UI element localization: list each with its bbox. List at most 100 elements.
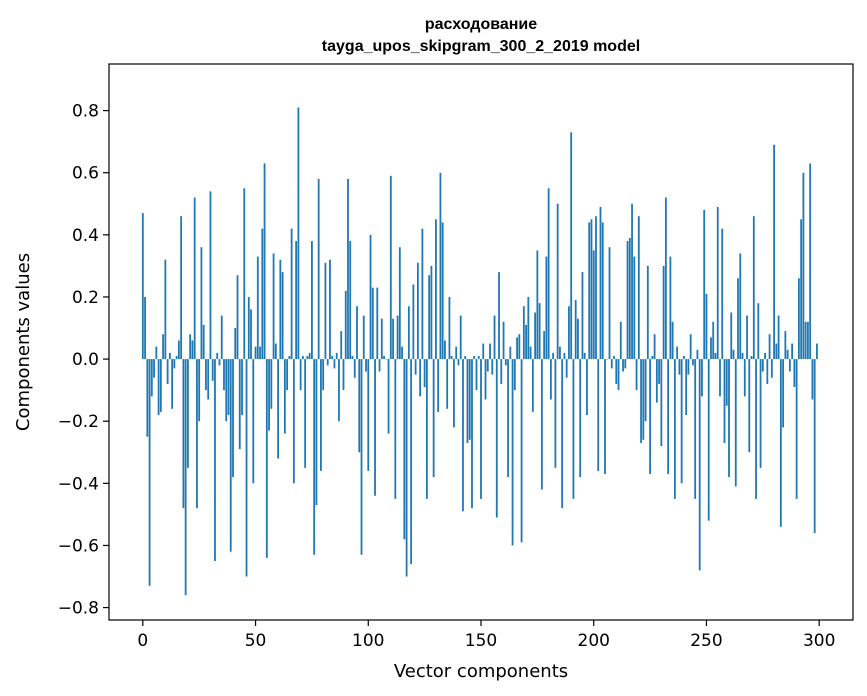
bar-119: [410, 359, 413, 565]
bar-243: [689, 334, 692, 360]
bar-159: [500, 359, 503, 384]
bar-248: [701, 359, 703, 397]
bar-109: [387, 359, 390, 434]
bar-47: [247, 296, 250, 360]
bar-220: [637, 216, 640, 360]
bar-192: [574, 300, 577, 360]
bar-164: [511, 359, 514, 546]
bar-223: [644, 359, 647, 422]
bar-40: [232, 359, 234, 478]
bar-123: [419, 359, 422, 397]
bar-26: [200, 247, 203, 360]
bar-275: [761, 359, 764, 372]
bar-50: [254, 346, 257, 360]
bar-299: [816, 343, 818, 360]
bar-269: [748, 359, 751, 453]
bar-296: [809, 163, 812, 360]
bar-224: [646, 265, 649, 360]
bar-292: [800, 219, 803, 360]
bar-161: [504, 359, 507, 366]
bar-214: [624, 359, 627, 369]
bar-190: [570, 132, 573, 360]
bar-102: [371, 287, 374, 360]
bar-2: [146, 359, 149, 437]
bar-69: [297, 107, 300, 360]
bar-31: [211, 359, 214, 381]
bar-36: [223, 359, 225, 391]
bar-279: [770, 359, 773, 378]
bar-150: [480, 359, 482, 499]
bar-208: [610, 359, 613, 369]
bar-95: [356, 306, 358, 360]
bar-146: [471, 359, 473, 509]
bar-175: [536, 250, 539, 360]
bar-285: [784, 331, 787, 360]
bar-145: [468, 359, 471, 440]
chart-title-line-1: расходование: [425, 16, 537, 33]
bar-8: [159, 359, 162, 412]
bar-253: [712, 321, 715, 360]
bar-185: [559, 346, 561, 360]
bar-46: [245, 359, 248, 577]
bar-270: [750, 355, 753, 360]
bar-126: [425, 359, 428, 499]
bar-186: [561, 359, 564, 509]
bar-42: [236, 275, 239, 360]
bar-276: [764, 352, 766, 360]
bar-211: [617, 359, 620, 391]
bar-226: [651, 355, 654, 360]
bar-34: [218, 359, 221, 366]
bar-100: [367, 359, 370, 471]
bar-38: [227, 359, 230, 415]
bar-135: [446, 359, 449, 409]
bar-65: [288, 355, 291, 360]
bar-249: [703, 209, 706, 360]
y-tick-label-7: 0.6: [72, 164, 99, 184]
bar-39: [229, 359, 232, 552]
bar-194: [579, 359, 582, 478]
bar-139: [455, 346, 458, 360]
y-tick-label-3: −0.2: [58, 412, 99, 432]
bar-259: [725, 359, 728, 406]
bar-45: [243, 188, 246, 360]
bar-92: [349, 241, 352, 360]
bar-179: [545, 256, 548, 360]
bar-160: [502, 321, 505, 360]
bar-18: [182, 359, 185, 509]
y-axis-label: Components values: [13, 253, 34, 431]
bar-291: [797, 278, 800, 360]
bar-170: [525, 324, 527, 360]
x-axis-label: Vector components: [394, 661, 568, 682]
bar-9: [162, 334, 165, 360]
bar-209: [613, 355, 615, 360]
bar-52: [259, 346, 261, 360]
bar-75: [311, 241, 313, 360]
bar-15: [175, 355, 178, 360]
bar-255: [716, 206, 719, 360]
bar-68: [295, 241, 298, 360]
bar-234: [669, 256, 672, 360]
y-tick-label-4: 0.0: [72, 350, 99, 370]
bar-110: [389, 175, 392, 360]
bar-59: [274, 343, 277, 360]
bar-113: [396, 315, 399, 360]
bar-105: [378, 359, 381, 372]
bar-200: [592, 250, 595, 360]
bar-193: [577, 318, 579, 360]
bar-0: [141, 213, 144, 360]
bar-33: [216, 352, 219, 360]
bar-154: [489, 343, 491, 360]
bar-278: [768, 334, 771, 360]
bar-3: [148, 359, 151, 586]
bar-7: [157, 359, 160, 415]
bar-176: [538, 303, 541, 360]
bar-53: [261, 228, 264, 360]
bar-97: [360, 359, 363, 555]
bar-155: [491, 359, 494, 375]
bar-210: [615, 359, 618, 384]
bar-222: [642, 359, 645, 440]
bar-120: [412, 284, 415, 360]
bar-16: [177, 340, 180, 360]
bar-202: [597, 359, 600, 471]
